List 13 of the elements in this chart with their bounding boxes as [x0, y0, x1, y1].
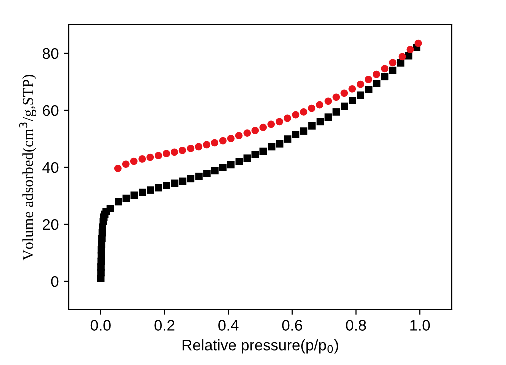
x-axis-title: Relative pressure(p/p$_{0}$) — [182, 340, 338, 354]
y-tick-label: 0 — [51, 276, 59, 288]
x-tick-label: 0.6 — [282, 320, 302, 331]
x-tick-label: 0.4 — [218, 320, 239, 331]
x-tick-label: 0.8 — [346, 320, 366, 331]
y-tick-label: 60 — [43, 105, 59, 116]
y-tick-label: 40 — [42, 162, 59, 174]
x-tick-label: 0.2 — [154, 320, 175, 331]
y-axis-title: Volume adsorbed(cm$^{3}$/g,STP) — [19, 75, 37, 261]
x-tick-label: 1.0 — [410, 320, 430, 331]
y-tick-label: 20 — [43, 219, 59, 230]
y-tick-label: 80 — [42, 48, 59, 60]
x-tick-label: 0.0 — [90, 320, 111, 331]
